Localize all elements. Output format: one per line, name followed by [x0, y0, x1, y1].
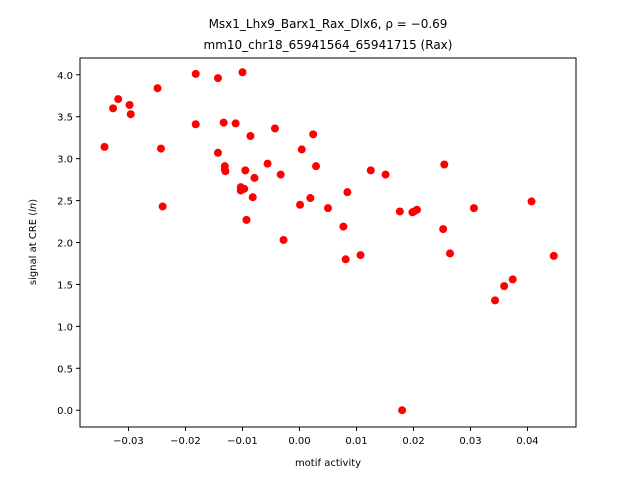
- scatter-point: [125, 100, 134, 109]
- scatter-point: [270, 124, 279, 133]
- scatter-point: [250, 173, 259, 182]
- scatter-point: [439, 225, 448, 234]
- scatter-point: [312, 162, 321, 171]
- scatter-point: [306, 194, 315, 203]
- scatter-point: [221, 167, 230, 176]
- scatter-point: [153, 84, 162, 93]
- chart-title-line2: mm10_chr18_65941564_65941715 (Rax): [204, 38, 453, 52]
- scatter-point: [395, 207, 404, 216]
- scatter-point: [381, 170, 390, 179]
- points-layer: [100, 68, 558, 415]
- scatter-point: [248, 193, 257, 202]
- scatter-point: [231, 119, 240, 128]
- scatter-point: [114, 95, 123, 104]
- scatter-point: [549, 251, 558, 260]
- scatter-point: [263, 159, 272, 168]
- scatter-point: [213, 74, 222, 83]
- scatter-point: [412, 205, 421, 214]
- scatter-point: [240, 184, 249, 193]
- scatter-point: [191, 120, 200, 129]
- x-tick-label: 0.01: [345, 436, 367, 447]
- y-axis-ticks: 0.0 0.5 1.0 1.5 2.0 2.5 3.0 3.5 4.0: [57, 71, 80, 417]
- x-axis-label: motif activity: [295, 458, 361, 469]
- x-tick-label: −0.01: [227, 436, 258, 447]
- x-tick-label: −0.02: [170, 436, 201, 447]
- scatter-point: [527, 197, 536, 206]
- scatter-point: [297, 145, 306, 154]
- y-tick-label: 3.0: [57, 155, 73, 166]
- scatter-point: [191, 69, 200, 78]
- scatter-point: [219, 118, 228, 127]
- scatter-point: [213, 148, 222, 157]
- y-tick-label: 0.0: [57, 406, 73, 417]
- x-tick-label: 0.00: [288, 436, 310, 447]
- scatter-point: [241, 166, 250, 175]
- scatter-point: [126, 110, 135, 119]
- scatter-point: [508, 275, 517, 284]
- x-tick-label: 0.02: [402, 436, 424, 447]
- scatter-point: [242, 215, 251, 224]
- y-tick-label: 3.5: [57, 113, 73, 124]
- x-tick-label: −0.03: [113, 436, 144, 447]
- chart-title-line1: Msx1_Lhx9_Barx1_Rax_Dlx6, ρ = −0.69: [209, 17, 448, 31]
- scatter-point: [324, 204, 332, 213]
- scatter-point: [366, 166, 375, 175]
- scatter-point: [279, 235, 288, 244]
- scatter-point: [156, 144, 165, 153]
- scatter-point: [238, 68, 247, 77]
- scatter-point: [343, 188, 352, 197]
- y-tick-label: 2.0: [57, 239, 73, 250]
- scatter-point: [100, 142, 109, 151]
- y-axis-label: signal at CRE (ln): [28, 199, 39, 285]
- scatter-point: [446, 249, 454, 258]
- y-tick-label: 1.0: [57, 322, 73, 333]
- x-tick-label: 0.03: [459, 436, 481, 447]
- scatter-point: [500, 282, 509, 291]
- scatter-point: [356, 251, 365, 260]
- x-tick-label: 0.04: [516, 436, 538, 447]
- scatter-point: [469, 204, 478, 213]
- scatter-point: [296, 200, 305, 209]
- scatter-point: [309, 130, 318, 139]
- scatter-point: [341, 255, 350, 264]
- scatter-point: [246, 131, 255, 140]
- y-tick-label: 1.5: [57, 280, 73, 291]
- scatter-point: [109, 104, 118, 113]
- scatter-point: [440, 160, 449, 169]
- scatter-point: [339, 222, 348, 231]
- scatter-point: [398, 406, 407, 415]
- scatter-point: [491, 296, 500, 305]
- x-axis-ticks: −0.03 −0.02 −0.01 0.00 0.01 0.02 0.03 0.04: [113, 427, 539, 447]
- y-tick-label: 2.5: [57, 197, 73, 208]
- scatter-point: [276, 170, 285, 179]
- scatter-point: [158, 202, 167, 211]
- y-tick-label: 4.0: [57, 71, 73, 82]
- y-tick-label: 0.5: [57, 364, 73, 375]
